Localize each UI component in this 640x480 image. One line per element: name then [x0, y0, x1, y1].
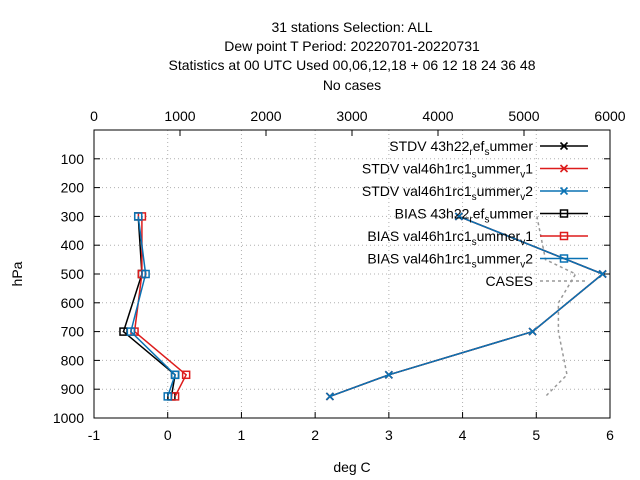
series-group: [536, 216, 577, 397]
square-marker: [133, 212, 143, 221]
x-tick-label: 4: [459, 427, 467, 443]
x-tick-label: 6: [606, 427, 614, 443]
square-marker: [170, 370, 180, 380]
x2-tick-label: 4000: [422, 108, 453, 124]
square-marker: [181, 370, 191, 380]
square-marker: [141, 269, 150, 279]
series-layer: [119, 212, 607, 401]
series-line: [130, 216, 176, 397]
series-line: [122, 216, 176, 397]
title-line: 31 stations Selection: ALL: [271, 19, 432, 35]
grid-lines: [94, 130, 610, 418]
cross-marker: [559, 186, 569, 196]
series-group: [119, 212, 180, 401]
legend-label: BIAS 43h22refsummer: [395, 206, 534, 226]
square-marker: [126, 327, 136, 336]
x2-tick-label: 5000: [508, 108, 539, 124]
cross-marker: [598, 269, 607, 279]
y-tick-label: 800: [61, 352, 85, 368]
chart-title: 31 stations Selection: ALL Dew point T Pe…: [169, 19, 536, 93]
y-tick-label: 100: [61, 151, 85, 167]
y-tick-label: 700: [61, 324, 85, 340]
y-tick-label: 500: [61, 266, 85, 282]
cross-marker: [325, 392, 334, 401]
legend-label: STDV val46h1rc1summerv1: [362, 161, 533, 181]
axis-ticks: -1 0 1 2 3 4 5 6 0 1000 2000 3000 4000 5000 6000 100 200…: [53, 108, 626, 443]
legend-label: BIAS val46h1rc1summerv2: [367, 251, 533, 271]
y-axis-label: hPa: [9, 261, 25, 286]
legend-label: BIAS val46h1rc1summerv1: [367, 228, 533, 248]
legend-label: STDV 43h22refsummer: [389, 138, 533, 158]
title-line: Statistics at 00 UTC Used 00,06,12,18 + …: [169, 57, 536, 73]
cross-marker: [559, 141, 569, 151]
x-tick-label: 0: [164, 427, 172, 443]
x2-tick-label: 6000: [594, 108, 625, 124]
y-tick-label: 200: [61, 180, 85, 196]
legend-label: CASES: [486, 273, 533, 289]
cross-marker: [559, 164, 569, 173]
series-group: [126, 212, 180, 401]
title-line: No cases: [323, 77, 381, 93]
y-tick-label: 400: [61, 237, 85, 253]
title-line: Dew point T Period: 20220701-20220731: [224, 38, 480, 54]
x-tick-label: 3: [385, 427, 393, 443]
series-line: [536, 216, 577, 397]
cross-marker: [528, 327, 537, 336]
square-marker: [559, 231, 569, 241]
cross-marker: [384, 370, 393, 379]
legend-label: STDV val46h1rc1summerv2: [362, 183, 533, 203]
x-tick-label: 1: [238, 427, 246, 443]
square-marker: [559, 254, 569, 263]
x-axis-label: deg C: [333, 459, 370, 475]
legend: STDV 43h22refsummer STDV val46h1rc1summer…: [362, 138, 588, 289]
x-tick-label: 5: [532, 427, 540, 443]
cross-marker: [454, 212, 463, 221]
y-tick-label: 1000: [53, 410, 84, 426]
x2-tick-label: 1000: [164, 108, 195, 124]
series-group: [325, 212, 607, 401]
x-tick-label: 2: [311, 427, 319, 443]
x2-tick-label: 3000: [336, 108, 367, 124]
y-tick-label: 600: [61, 295, 85, 311]
y-tick-label: 300: [61, 208, 85, 224]
x-tick-label: -1: [88, 427, 101, 443]
x2-tick-label: 0: [90, 108, 98, 124]
y-tick-label: 900: [61, 381, 85, 397]
x2-tick-label: 2000: [250, 108, 281, 124]
square-marker: [163, 392, 172, 401]
square-marker: [559, 209, 569, 218]
